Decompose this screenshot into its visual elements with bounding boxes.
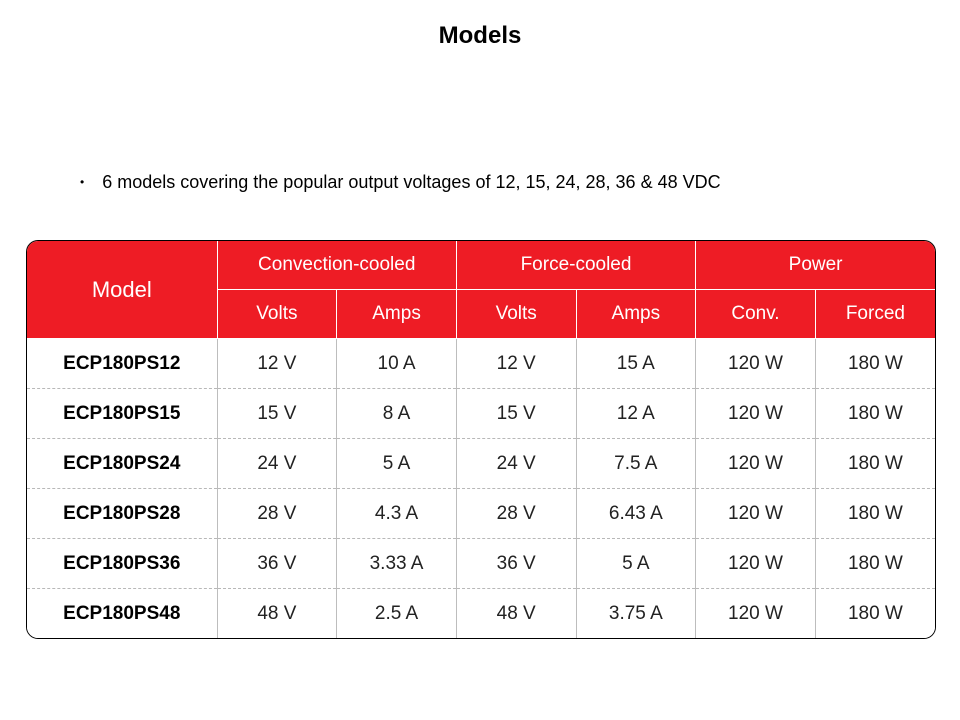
models-table-container: Model Convection-cooled Force-cooled Pow… bbox=[26, 240, 936, 639]
cell-value: 2.5 A bbox=[337, 589, 457, 639]
cell-value: 120 W bbox=[696, 339, 816, 389]
table-header: Model Convection-cooled Force-cooled Pow… bbox=[27, 241, 935, 339]
col-header-conv-amps: Amps bbox=[337, 290, 457, 339]
table-row: ECP180PS1212 V10 A12 V15 A120 W180 W bbox=[27, 339, 935, 389]
col-header-conv-volts: Volts bbox=[217, 290, 337, 339]
cell-value: 180 W bbox=[815, 539, 935, 589]
cell-value: 3.33 A bbox=[337, 539, 457, 589]
page: Models • 6 models covering the popular o… bbox=[0, 0, 960, 720]
cell-value: 180 W bbox=[815, 489, 935, 539]
cell-value: 15 V bbox=[217, 389, 337, 439]
cell-value: 6.43 A bbox=[576, 489, 696, 539]
cell-value: 28 V bbox=[456, 489, 576, 539]
table-row: ECP180PS2424 V5 A24 V7.5 A120 W180 W bbox=[27, 439, 935, 489]
cell-value: 180 W bbox=[815, 439, 935, 489]
table-row: ECP180PS3636 V3.33 A36 V5 A120 W180 W bbox=[27, 539, 935, 589]
bullet-row: • 6 models covering the popular output v… bbox=[80, 170, 920, 194]
cell-value: 28 V bbox=[217, 489, 337, 539]
cell-value: 120 W bbox=[696, 589, 816, 639]
cell-value: 24 V bbox=[217, 439, 337, 489]
cell-value: 8 A bbox=[337, 389, 457, 439]
cell-value: 12 V bbox=[456, 339, 576, 389]
cell-value: 12 A bbox=[576, 389, 696, 439]
cell-value: 48 V bbox=[456, 589, 576, 639]
cell-model: ECP180PS15 bbox=[27, 389, 217, 439]
cell-value: 15 V bbox=[456, 389, 576, 439]
col-header-force-amps: Amps bbox=[576, 290, 696, 339]
cell-model: ECP180PS28 bbox=[27, 489, 217, 539]
cell-value: 15 A bbox=[576, 339, 696, 389]
models-table: Model Convection-cooled Force-cooled Pow… bbox=[27, 241, 935, 638]
cell-value: 7.5 A bbox=[576, 439, 696, 489]
cell-value: 120 W bbox=[696, 439, 816, 489]
cell-value: 5 A bbox=[576, 539, 696, 589]
cell-value: 120 W bbox=[696, 389, 816, 439]
col-header-power-forced: Forced bbox=[815, 290, 935, 339]
cell-model: ECP180PS12 bbox=[27, 339, 217, 389]
cell-value: 36 V bbox=[456, 539, 576, 589]
cell-model: ECP180PS24 bbox=[27, 439, 217, 489]
col-group-power: Power bbox=[696, 241, 935, 290]
cell-model: ECP180PS36 bbox=[27, 539, 217, 589]
table-row: ECP180PS4848 V2.5 A48 V3.75 A120 W180 W bbox=[27, 589, 935, 639]
table-body: ECP180PS1212 V10 A12 V15 A120 W180 WECP1… bbox=[27, 339, 935, 639]
cell-value: 36 V bbox=[217, 539, 337, 589]
table-row: ECP180PS2828 V4.3 A28 V6.43 A120 W180 W bbox=[27, 489, 935, 539]
cell-value: 180 W bbox=[815, 389, 935, 439]
table-row: ECP180PS1515 V8 A15 V12 A120 W180 W bbox=[27, 389, 935, 439]
cell-value: 120 W bbox=[696, 539, 816, 589]
cell-value: 5 A bbox=[337, 439, 457, 489]
col-group-force: Force-cooled bbox=[456, 241, 695, 290]
col-header-power-conv: Conv. bbox=[696, 290, 816, 339]
cell-value: 4.3 A bbox=[337, 489, 457, 539]
cell-value: 10 A bbox=[337, 339, 457, 389]
cell-value: 180 W bbox=[815, 589, 935, 639]
cell-value: 12 V bbox=[217, 339, 337, 389]
bullet-icon: • bbox=[80, 170, 84, 194]
cell-value: 3.75 A bbox=[576, 589, 696, 639]
bullet-text: 6 models covering the popular output vol… bbox=[102, 170, 720, 194]
cell-value: 180 W bbox=[815, 339, 935, 389]
cell-model: ECP180PS48 bbox=[27, 589, 217, 639]
col-header-force-volts: Volts bbox=[456, 290, 576, 339]
page-title: Models bbox=[0, 0, 960, 50]
col-header-model: Model bbox=[27, 241, 217, 339]
cell-value: 24 V bbox=[456, 439, 576, 489]
col-group-convection: Convection-cooled bbox=[217, 241, 456, 290]
cell-value: 48 V bbox=[217, 589, 337, 639]
cell-value: 120 W bbox=[696, 489, 816, 539]
